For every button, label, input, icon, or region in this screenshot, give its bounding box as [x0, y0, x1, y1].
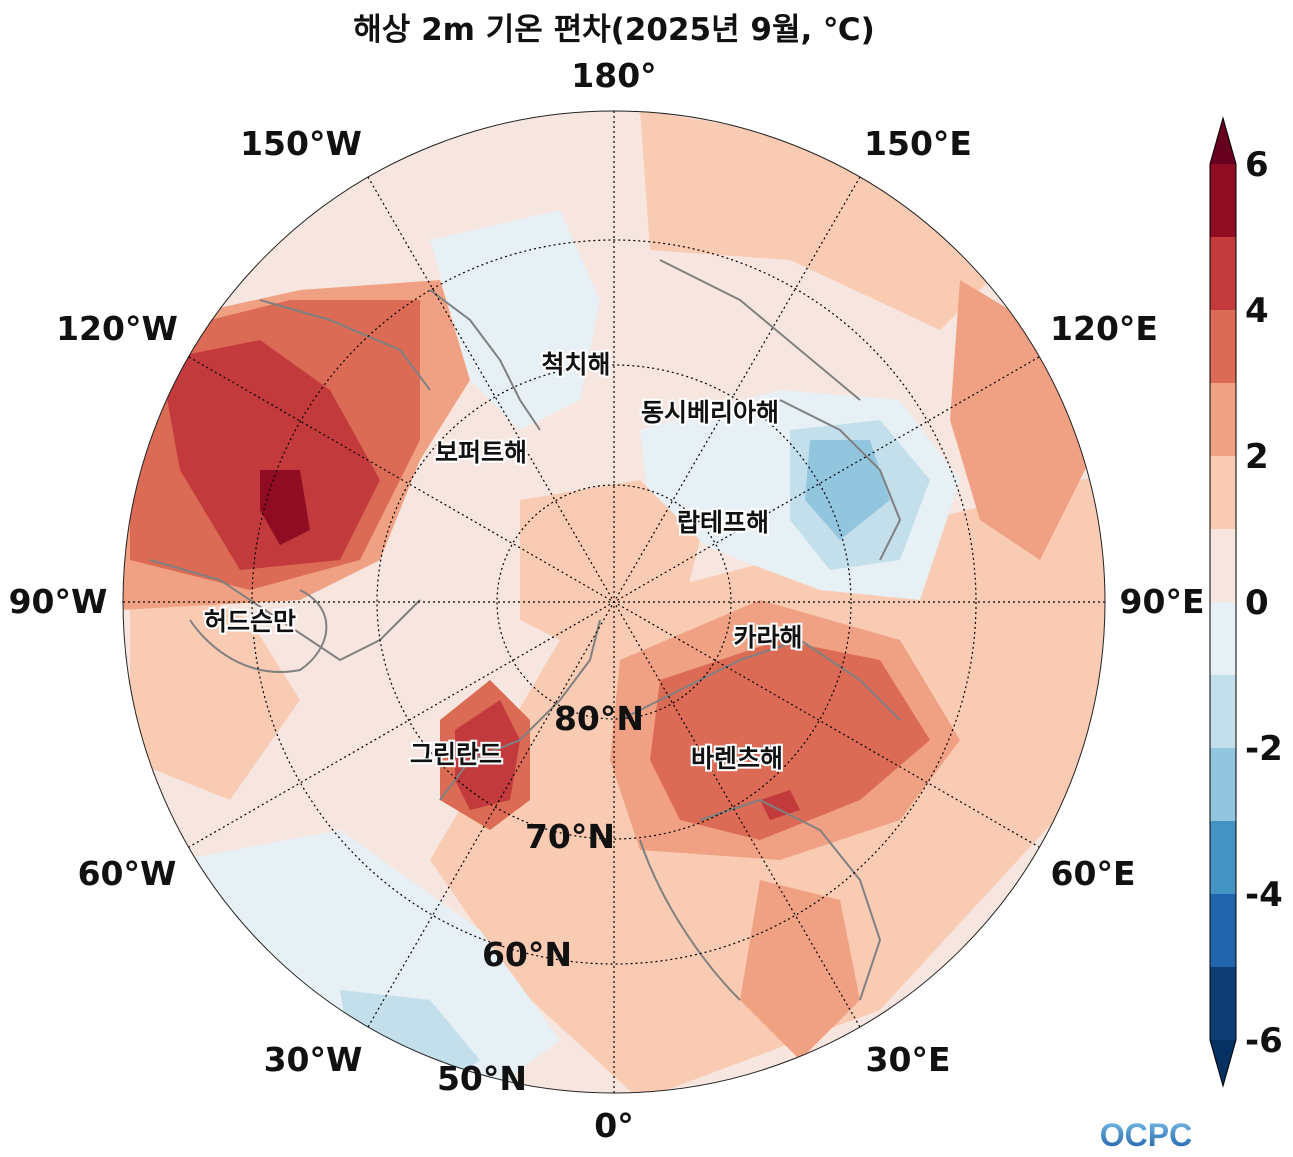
lon-label-90w: 90°W [9, 582, 108, 621]
lat-label-50n: 50°N [437, 1059, 527, 1098]
colorbar-band [1210, 967, 1236, 1040]
coastlines [149, 259, 902, 1001]
sea-labels: 척치해 동시베리아해 보퍼트해 랍테프해 허드슨만 카라해 그린란드 바렌츠해 [202, 348, 805, 775]
latitude-labels: 80°N 70°N 60°N 50°N [437, 699, 644, 1098]
lon-label-60w: 60°W [78, 854, 177, 893]
colorbar: 6 4 2 0 -2 -4 -6 [1209, 116, 1283, 1088]
lon-label-90e: 90°E [1120, 582, 1205, 621]
sea-label-hudson: 허드슨만 [204, 607, 296, 636]
lon-label-30e: 30°E [866, 1040, 951, 1079]
lon-label-0: 0° [594, 1106, 633, 1145]
lat-label-80n: 80°N [554, 699, 644, 738]
colorbar-band [1210, 821, 1236, 894]
lat-label-60n: 60°N [482, 935, 572, 974]
lon-label-150w: 150°W [240, 124, 362, 163]
sea-label-east-siberian: 동시베리아해 [641, 398, 779, 427]
colorbar-tick-label: 6 [1245, 145, 1269, 185]
colorbar-tick-label: 2 [1245, 437, 1269, 477]
anomaly-field-warm-greenland-core [455, 700, 520, 810]
anomaly-field-cool-beaufort [430, 210, 600, 430]
colorbar-tick-label: -2 [1245, 729, 1283, 769]
sea-label-beaufort: 보퍼트해 [435, 438, 527, 467]
anomaly-field-warm-canada-max [260, 470, 310, 545]
meridian-120w-60e [188, 356, 1040, 848]
colorbar-band [1210, 164, 1236, 237]
colorbar-tick-label: -4 [1245, 875, 1283, 915]
colorbar-tick-label: -6 [1245, 1021, 1283, 1061]
colorbar-extend-min [1210, 1040, 1236, 1086]
colorbar-extend-max [1210, 118, 1236, 164]
anomaly-field-light-warm-pacific [640, 111, 1010, 330]
anomaly-field-cool-siberia-min [805, 440, 890, 540]
colorbar-band [1210, 748, 1236, 821]
colorbar-band [1210, 894, 1236, 967]
sea-label-laptev: 랍테프해 [677, 508, 769, 537]
ocpc-logo-text: OCPC [1100, 1117, 1192, 1153]
colorbar-band [1210, 383, 1236, 456]
colorbar-tick-label: 0 [1245, 583, 1269, 623]
chart-title: 해상 2m 기온 편차(2025년 9월, ℃) [353, 12, 875, 48]
colorbar-ticks: 6 4 2 0 -2 -4 -6 [1245, 145, 1283, 1061]
longitude-labels: 180° 150°E 120°E 90°E 60°E 30°E 0° 30°W … [9, 56, 1205, 1145]
sea-label-kara: 카라해 [733, 623, 802, 652]
colorbar-bands [1210, 164, 1236, 1040]
graticule [123, 111, 1105, 1093]
colorbar-band [1210, 237, 1236, 310]
sea-label-chukchi: 척치해 [541, 350, 610, 379]
colorbar-band [1210, 456, 1236, 529]
sea-label-barents: 바렌츠해 [691, 744, 783, 773]
sea-label-greenland: 그린란드 [410, 740, 502, 769]
lat-label-70n: 70°N [525, 817, 615, 856]
anomaly-field-warm-barents-3 [760, 790, 800, 820]
lon-label-120w: 120°W [56, 309, 178, 348]
anomaly-map [123, 111, 1105, 1093]
colorbar-band [1210, 310, 1236, 383]
lon-label-120e: 120°E [1050, 309, 1158, 348]
colorbar-band [1210, 602, 1236, 675]
ocpc-logo: OCPC [1100, 1117, 1192, 1153]
parallel-60n [251, 239, 977, 965]
lon-label-180: 180° [571, 56, 656, 95]
parallel-80n [496, 484, 732, 720]
anomaly-field-warm-arctic-center [520, 480, 700, 660]
lon-label-150e: 150°E [864, 124, 972, 163]
anomaly-field-light-warm-atlantic [130, 560, 300, 800]
lon-label-60e: 60°E [1051, 854, 1136, 893]
anomaly-field-warm-scandinavia [740, 880, 860, 1060]
colorbar-band [1210, 675, 1236, 748]
anomaly-field-warm-barents-2 [650, 640, 930, 840]
anomaly-field-cool-atlantic [180, 830, 560, 1093]
map-boundary [122, 110, 1106, 1094]
colorbar-tick-label: 4 [1245, 291, 1269, 331]
colorbar-band [1210, 529, 1236, 602]
lon-label-30w: 30°W [264, 1040, 363, 1079]
anomaly-field-warm-canada-3 [160, 340, 380, 570]
colorbar-outline [1209, 116, 1237, 1088]
parallel-70n [376, 364, 852, 840]
